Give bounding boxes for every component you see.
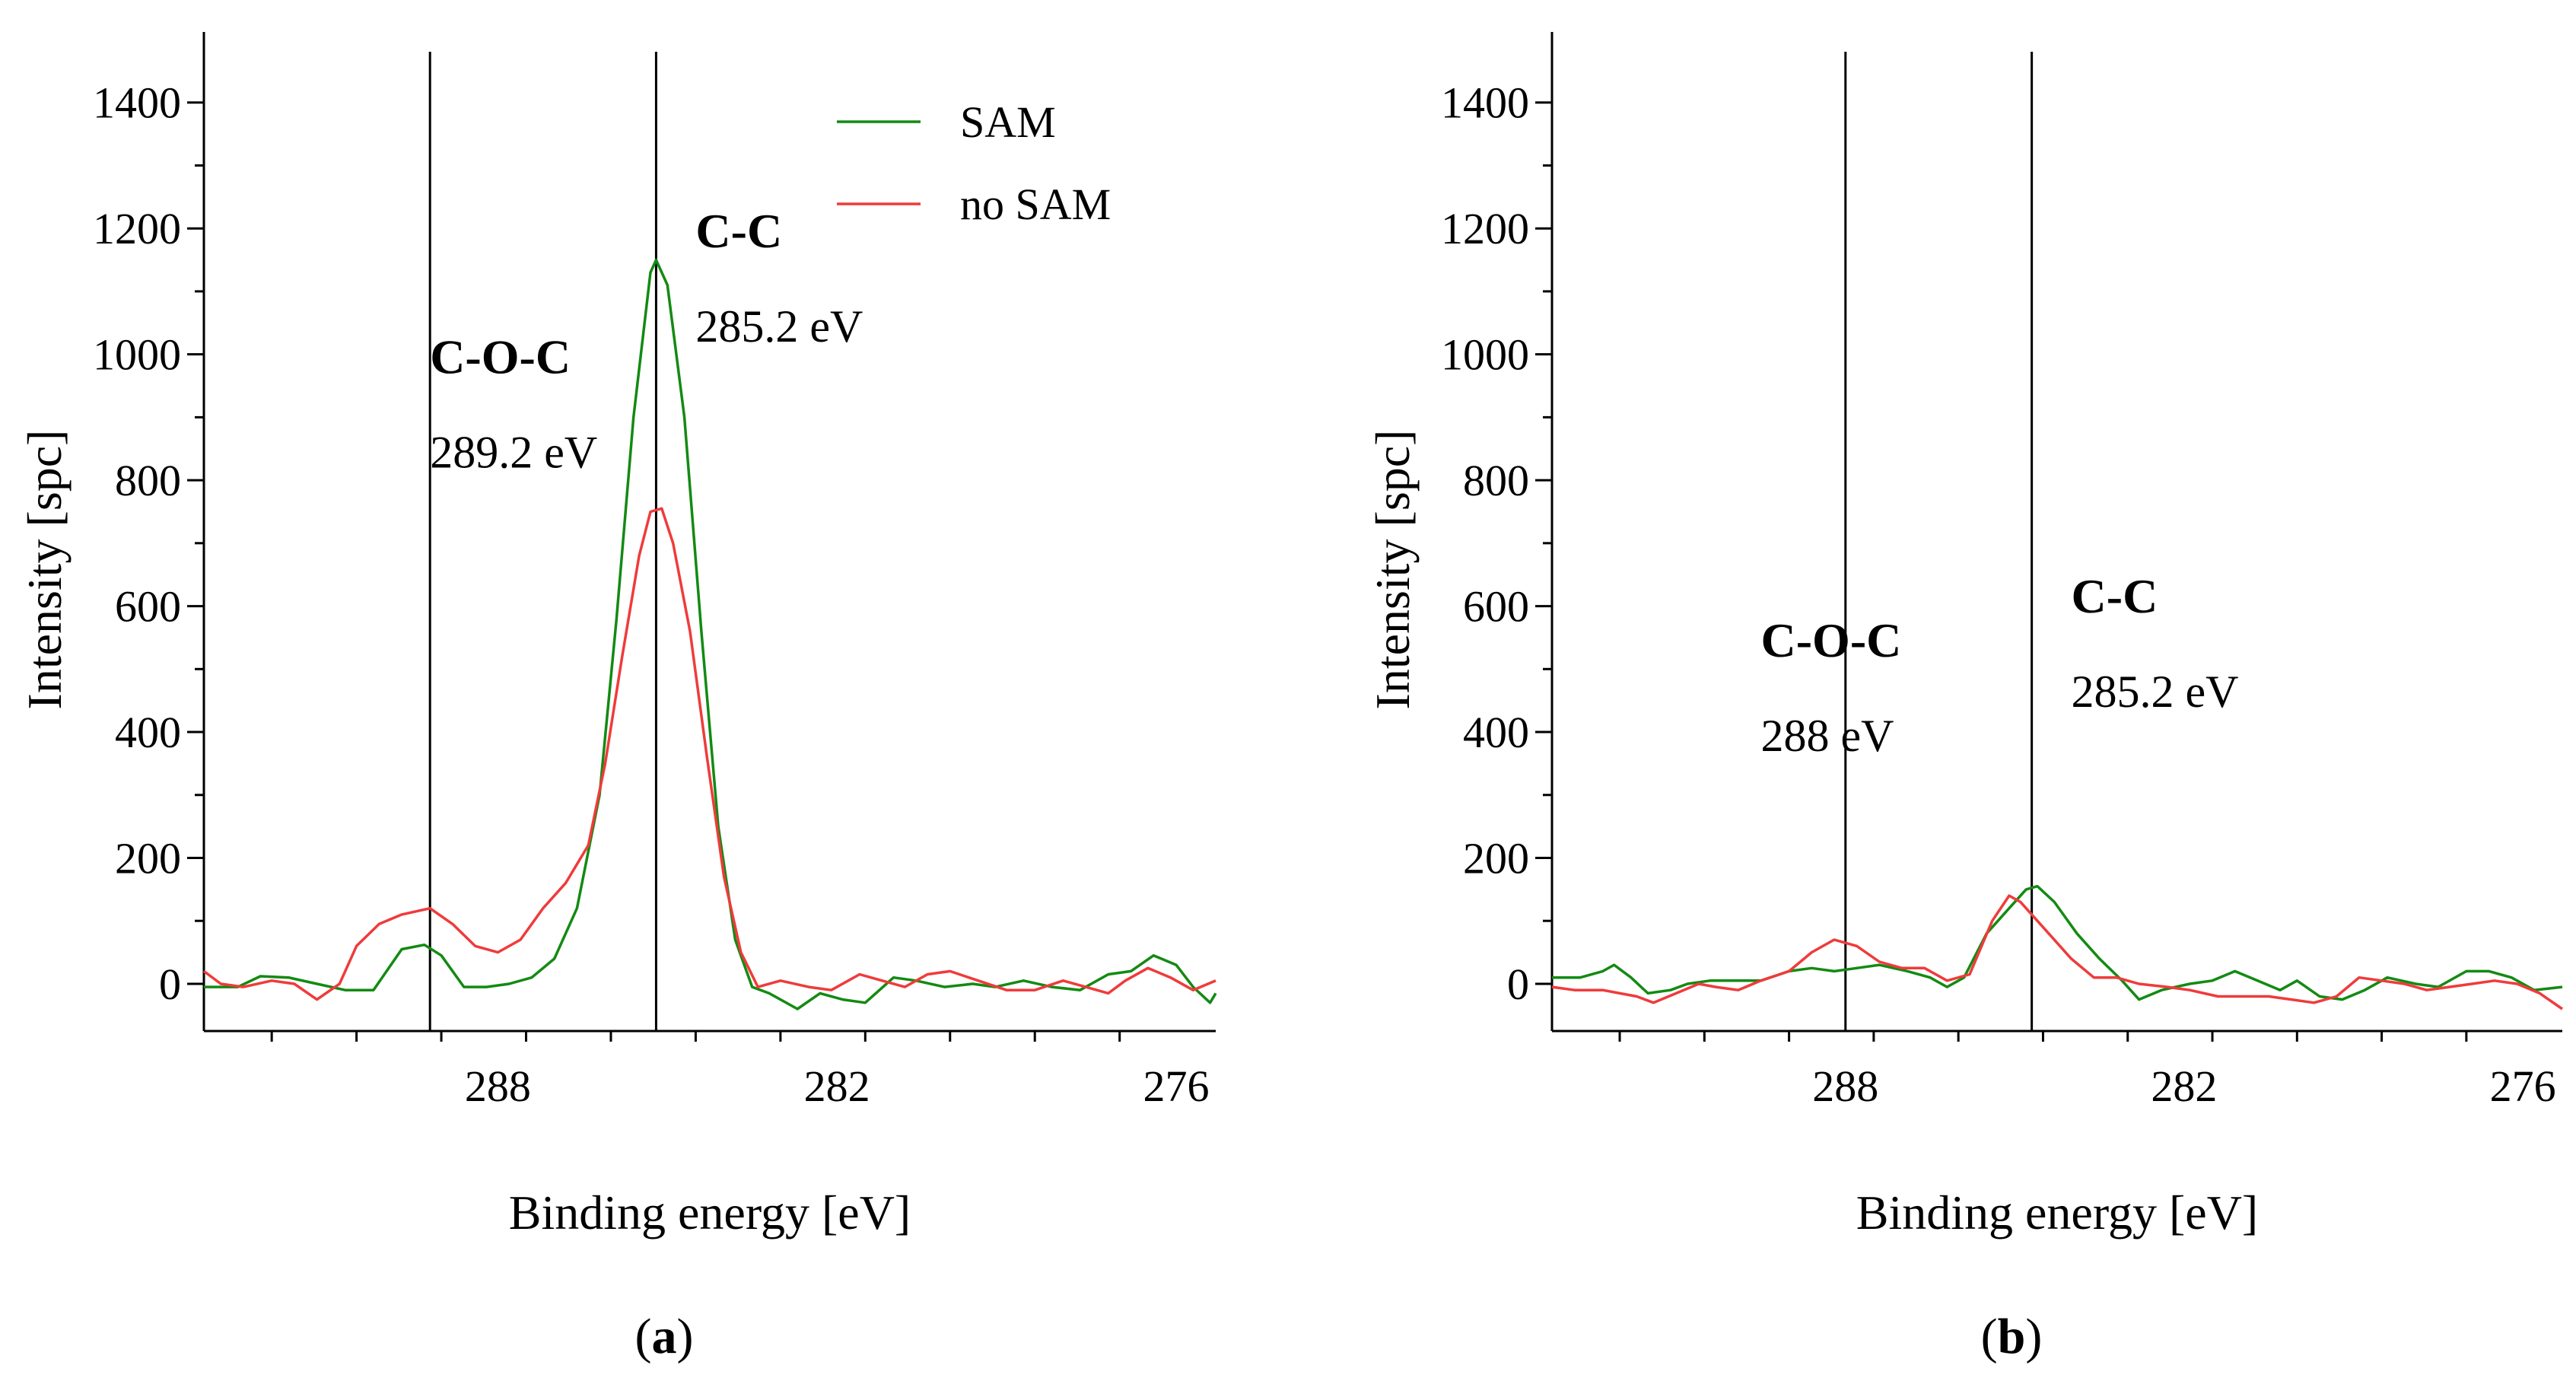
peak-annotation-value: 289.2 eV	[430, 428, 597, 478]
legend-label: SAM	[960, 97, 1056, 147]
x-tick-label: 282	[804, 1061, 870, 1111]
y-tick-label: 200	[115, 833, 181, 883]
y-tick-label: 600	[1463, 582, 1529, 632]
x-tick-label: 276	[1143, 1061, 1209, 1111]
panel-label: (b)	[1981, 1309, 2043, 1364]
y-tick-label: 1000	[93, 330, 181, 380]
legend-label: no SAM	[960, 180, 1111, 229]
y-tick-label: 1200	[1441, 204, 1529, 253]
chart-panel-a: 0 200 400 600 800 1000 1200 1400 288 282 276 Bindin…	[17, 32, 1217, 1364]
peak-annotation-title: C-O-C	[1761, 613, 1902, 667]
y-axis-title: Intensity [spc]	[17, 430, 72, 710]
y-tick-label: 800	[115, 456, 181, 505]
peak-annotation-title: C-O-C	[430, 329, 571, 383]
y-tick-label: 400	[1463, 708, 1529, 757]
x-tick-label: 282	[2151, 1061, 2217, 1111]
x-axis-title: Binding energy [eV]	[509, 1185, 911, 1240]
x-tick-label: 276	[2490, 1061, 2556, 1111]
peak-annotation-title: C-C	[2072, 569, 2158, 623]
y-tick-label: 600	[115, 582, 181, 632]
peak-annotation-value: 285.2 eV	[2072, 667, 2239, 717]
y-tick-label: 1400	[93, 78, 181, 128]
y-axis-title: Intensity [spc]	[1366, 430, 1420, 710]
peak-annotation-title: C-C	[695, 204, 782, 258]
y-tick-label: 0	[1507, 960, 1529, 1009]
y-tick-label: 1400	[1441, 78, 1529, 128]
panel-label: (a)	[635, 1309, 694, 1364]
y-tick-label: 200	[1463, 833, 1529, 883]
y-tick-label: 1000	[1441, 330, 1529, 380]
peak-annotation-value: 288 eV	[1761, 711, 1894, 761]
chart-panel-b: 0 200 400 600 800 1000 1200 1400 288 282 276 Bindin…	[1366, 32, 2563, 1364]
series-line-sam	[1552, 884, 2563, 1001]
x-tick-label: 288	[465, 1061, 531, 1111]
y-tick-label: 1200	[93, 204, 181, 253]
y-tick-label: 800	[1463, 456, 1529, 505]
y-tick-label: 400	[115, 708, 181, 757]
peak-annotation-value: 285.2 eV	[695, 301, 863, 352]
y-tick-label: 0	[159, 960, 181, 1009]
series-line-sam	[204, 258, 1217, 1010]
series-line-no-sam	[1551, 894, 2563, 1010]
series-line-no-sam	[202, 507, 1216, 1001]
x-tick-label: 288	[1812, 1061, 1878, 1111]
x-axis-title: Binding energy [eV]	[1856, 1185, 2258, 1240]
